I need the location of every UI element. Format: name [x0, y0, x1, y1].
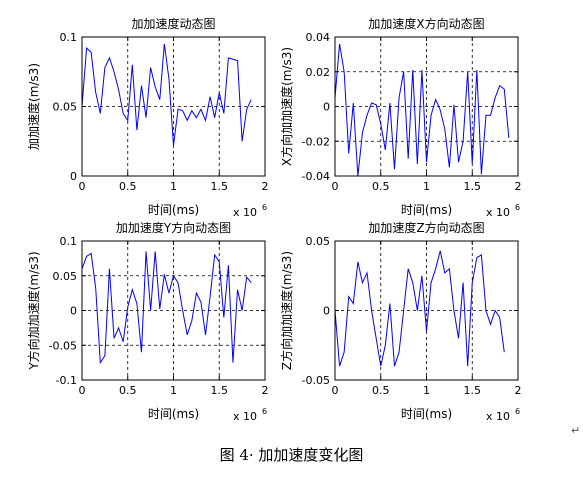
x-jerk-chart-panel: 0 0.5 1 1.5 2 -0.04 -0.02 0 0.02 0.04 加加速度X方向动态图时间…: [279, 16, 522, 219]
x-axis-exponent-power: 6: [262, 407, 267, 416]
x-axis-exponent-power: 6: [515, 203, 520, 212]
y-axis-label: Y方向加加速度(m/s3): [26, 251, 41, 370]
y-tick-label: 0.05: [53, 270, 78, 283]
x-tick-label: 1.5: [211, 180, 229, 193]
x-tick-label: 2: [515, 384, 522, 397]
x-tick-label: 0: [79, 384, 86, 397]
x-tick-label: 0.5: [119, 384, 137, 397]
x-axis-exponent: x 10: [486, 410, 510, 423]
x-tick-label: 1.5: [211, 384, 229, 397]
y-axis-label: X方向加加速度(m/s3): [279, 47, 294, 166]
x-tick-label: 1: [423, 180, 430, 193]
x-tick-label: 2: [262, 384, 269, 397]
y-tick-label: 0.1: [60, 31, 78, 44]
y-tick-label: 0.05: [306, 235, 331, 248]
x-tick-label: 1.5: [464, 180, 482, 193]
y-tick-label: -0.1: [56, 374, 77, 387]
chart-title: 加加速度Z方向动态图: [368, 220, 484, 235]
series-line: [334, 250, 505, 367]
x-tick-label: 1: [170, 180, 177, 193]
x-tick-label: 1.5: [464, 384, 482, 397]
x-axis-exponent: x 10: [233, 206, 257, 219]
series-line: [334, 43, 510, 177]
x-tick-label: 0: [79, 180, 86, 193]
x-tick-label: 0: [332, 384, 339, 397]
series-line: [81, 43, 252, 146]
y-tick-label: 0: [323, 101, 330, 114]
x-tick-label: 0.5: [372, 180, 390, 193]
x-axis-label: 时间(ms): [148, 407, 199, 421]
y-tick-label: 0.02: [306, 66, 331, 79]
x-axis-exponent-power: 6: [515, 407, 520, 416]
x-axis-label: 时间(ms): [401, 407, 452, 421]
x-tick-label: 0.5: [119, 180, 137, 193]
chart-title: 加加速度Y方向动态图: [116, 220, 231, 235]
x-axis-label: 时间(ms): [401, 203, 452, 217]
y-axis-label: Z方向加加速度(m/s3): [279, 251, 294, 370]
y-tick-label: -0.02: [302, 135, 330, 148]
y-tick-label: 0.1: [60, 235, 78, 248]
x-tick-label: 2: [515, 180, 522, 193]
y-tick-label: 0.04: [306, 31, 331, 44]
chart-title: 加加速度X方向动态图: [368, 16, 484, 31]
x-tick-label: 1: [170, 384, 177, 397]
y-tick-label: -0.04: [302, 170, 330, 183]
x-tick-label: 0: [332, 180, 339, 193]
y-tick-label: 0: [70, 305, 77, 318]
series-line: [81, 251, 252, 365]
y-tick-label: 0: [323, 305, 330, 318]
y-tick-label: 0: [70, 170, 77, 183]
figure-caption: 图 4· 加加速度变化图: [219, 446, 364, 464]
chart-title: 加加速度动态图: [131, 16, 215, 31]
x-axis-exponent: x 10: [233, 410, 257, 423]
x-axis-label: 时间(ms): [148, 203, 199, 217]
x-tick-label: 1: [423, 384, 430, 397]
y-jerk-chart-panel: 0 0.5 1 1.5 2 -0.1 -0.05 0 0.05 0.1 加加速度Y方向动态图时间(m…: [26, 220, 269, 423]
x-axis-exponent: x 10: [486, 206, 510, 219]
paragraph-mark: ↵: [571, 424, 581, 437]
y-axis-label: 加加速度(m/s3): [26, 63, 41, 150]
x-axis-exponent-power: 6: [262, 203, 267, 212]
y-tick-label: -0.05: [302, 374, 330, 387]
y-tick-label: -0.05: [49, 339, 77, 352]
y-tick-label: 0.05: [53, 101, 78, 114]
x-tick-label: 0.5: [372, 384, 390, 397]
x-tick-label: 2: [262, 180, 269, 193]
